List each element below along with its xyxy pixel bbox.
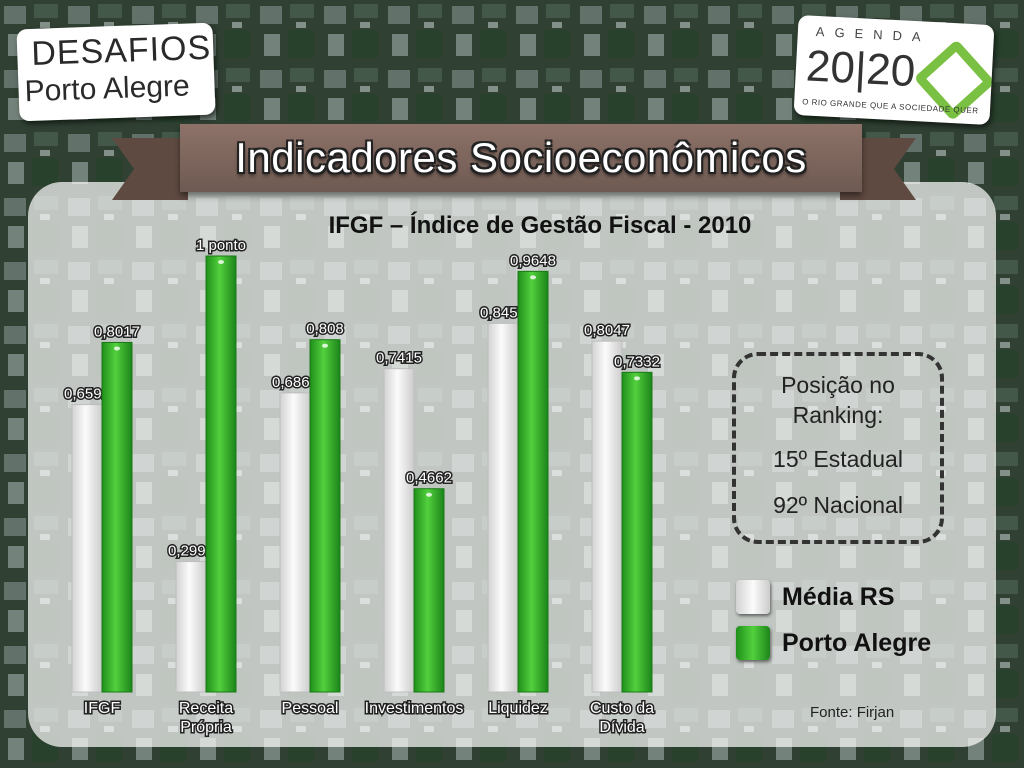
bar-highlight bbox=[218, 260, 224, 264]
data-label-porto-alegre-receita-propria: 1 ponto bbox=[196, 237, 246, 254]
data-label-media-rs-investimentos: 0,7415 bbox=[376, 350, 422, 367]
data-label-porto-alegre-ifgf: 0,8017 bbox=[94, 323, 140, 340]
category-label-liquidez: Liquidez bbox=[488, 700, 548, 717]
bar-porto-alegre-ifgf bbox=[101, 341, 133, 693]
category-label-receita-propria: Receita Própria bbox=[179, 700, 233, 736]
category-label-custo-da-divida: Custo da Dívida bbox=[590, 700, 654, 736]
ranking-estadual: 15º Estadual bbox=[773, 446, 903, 472]
data-label-porto-alegre-custo-da-divida: 0,7332 bbox=[614, 353, 660, 370]
title-ribbon bbox=[180, 124, 862, 192]
bars-layer: 0,6592 0,8017 IFGF 0,2992 1 ponto Receita Próp… bbox=[63, 236, 662, 738]
bar-porto-alegre-investimentos bbox=[413, 488, 445, 693]
data-label-porto-alegre-pessoal: 0,808 bbox=[306, 321, 344, 338]
legend-swatch-media-rs bbox=[736, 580, 770, 614]
bar-highlight bbox=[634, 376, 640, 381]
ranking-box: Posição no Ranking: 15º Estadual 92º Nac… bbox=[732, 352, 944, 544]
bar-porto-alegre-custo-da-divida bbox=[621, 371, 653, 693]
data-label-media-rs-pessoal: 0,6860 bbox=[272, 374, 318, 391]
data-label-media-rs-custo-da-divida: 0,8047 bbox=[584, 322, 630, 339]
legend-label-media-rs: Média RS bbox=[782, 583, 895, 611]
data-label-media-rs-ifgf: 0,6592 bbox=[64, 386, 110, 403]
bar-porto-alegre-pessoal bbox=[309, 339, 341, 693]
bar-media-rs-custo-da-divida bbox=[591, 340, 623, 693]
legend-swatch-porto-alegre bbox=[736, 626, 770, 660]
category-label-ifgf: IFGF bbox=[84, 700, 121, 717]
data-label-porto-alegre-investimentos: 0,4662 bbox=[406, 470, 452, 487]
data-label-media-rs-receita-propria: 0,2992 bbox=[168, 543, 214, 560]
bar-highlight bbox=[530, 275, 536, 280]
banner-title: Indicadores Socioeconômicos bbox=[235, 134, 807, 181]
ranking-heading: Posição no Ranking: bbox=[781, 372, 895, 428]
bar-media-rs-ifgf bbox=[71, 404, 103, 693]
data-label-media-rs-liquidez: 0,8455 bbox=[480, 304, 526, 321]
bar-highlight bbox=[322, 343, 328, 348]
bar-media-rs-pessoal bbox=[279, 392, 311, 693]
bar-highlight bbox=[114, 346, 120, 351]
bar-highlight bbox=[426, 492, 432, 497]
category-label-investimentos: Investimentos bbox=[365, 700, 464, 717]
chart-title: IFGF – Índice de Gestão Fiscal - 2010 bbox=[328, 212, 752, 239]
bar-media-rs-liquidez bbox=[487, 322, 519, 693]
bar-media-rs-investimentos bbox=[383, 368, 415, 693]
bar-porto-alegre-liquidez bbox=[517, 270, 549, 693]
data-label-porto-alegre-liquidez: 0,9648 bbox=[510, 252, 556, 269]
bar-porto-alegre-receita-propria bbox=[205, 255, 237, 693]
bar-media-rs-receita-propria bbox=[175, 561, 207, 693]
ranking-nacional: 92º Nacional bbox=[773, 492, 903, 518]
category-label-pessoal: Pessoal bbox=[282, 700, 339, 717]
legend-label-porto-alegre: Porto Alegre bbox=[782, 629, 932, 657]
source-note: Fonte: Firjan bbox=[810, 704, 895, 721]
